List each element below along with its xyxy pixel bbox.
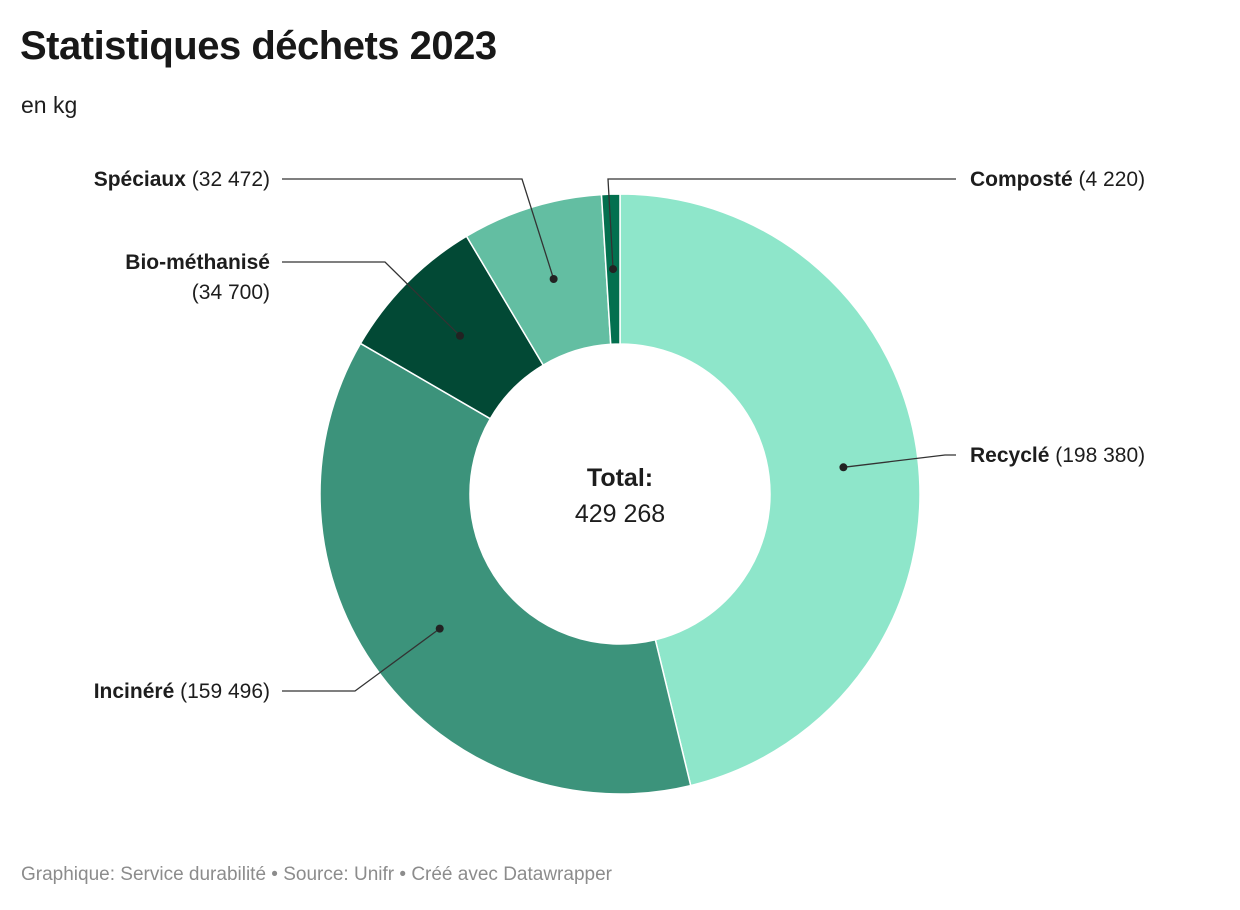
leader-line-bio-methanise xyxy=(282,261,461,337)
label-bio-methanise-value: (34 700) xyxy=(192,281,270,304)
leader-dot-bio-methanise xyxy=(456,331,465,340)
label-speciaux: Spéciaux (32 472) xyxy=(94,168,270,191)
label-name: Composté xyxy=(970,168,1073,191)
label-composte: Composté (4 220) xyxy=(970,168,1145,191)
chart-subtitle: en kg xyxy=(21,92,78,118)
center-total-value: 429 268 xyxy=(575,500,665,528)
label-value: (4 220) xyxy=(1073,168,1145,191)
leader-line-speciaux xyxy=(282,178,555,280)
center-total-label: Total: xyxy=(587,464,653,492)
label-name: Spéciaux xyxy=(94,168,187,191)
slice-recycle xyxy=(619,193,921,787)
label-recycle: Recyclé (198 380) xyxy=(970,444,1145,467)
chart-title: Statistiques déchets 2023 xyxy=(20,24,497,68)
label-name: Recyclé xyxy=(970,444,1049,467)
leader-line-recycle xyxy=(843,454,956,468)
label-name: Incinéré xyxy=(94,680,175,703)
label-value: (32 472) xyxy=(186,168,270,191)
leader-dot-incinere xyxy=(435,624,444,633)
leader-dot-recycle xyxy=(839,463,848,472)
label-bio-methanise-name: Bio-méthanisé xyxy=(125,251,270,274)
donut-labels: Recyclé (198 380) Incinéré (159 496) Bio-m… xyxy=(94,168,1145,703)
label-incinere: Incinéré (159 496) xyxy=(94,680,270,703)
label-value: (198 380) xyxy=(1049,444,1145,467)
leader-dot-speciaux xyxy=(549,275,558,284)
chart-footer: Graphique: Service durabilité • Source: … xyxy=(21,864,612,885)
label-value: (159 496) xyxy=(174,680,270,703)
leader-line-composte xyxy=(607,178,956,270)
slice-incinere xyxy=(319,342,692,795)
leader-dot-composte xyxy=(609,265,618,274)
donut-slices xyxy=(319,193,921,795)
leader-line-incinere xyxy=(282,628,441,692)
